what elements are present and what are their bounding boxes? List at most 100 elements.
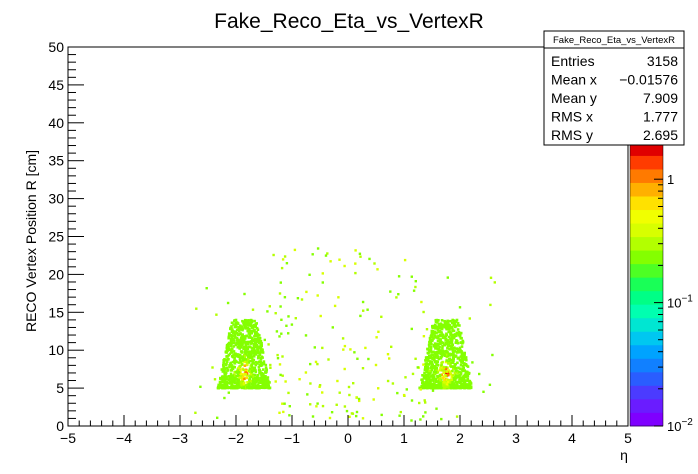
heatmap-cell bbox=[437, 319, 440, 322]
heatmap-cell bbox=[247, 369, 250, 373]
heatmap-cell bbox=[236, 333, 240, 336]
heatmap-cell bbox=[359, 255, 362, 258]
heatmap-cell bbox=[228, 333, 231, 336]
heatmap-cell bbox=[444, 334, 448, 338]
heatmap-cell bbox=[221, 383, 225, 387]
heatmap-cell bbox=[251, 360, 255, 364]
heatmap-cell bbox=[429, 378, 433, 382]
heatmap-cell bbox=[453, 350, 457, 353]
heatmap-cell bbox=[410, 327, 413, 331]
x-axis-label: η bbox=[620, 447, 628, 463]
heatmap-cell bbox=[436, 375, 439, 378]
heatmap-cell bbox=[448, 383, 452, 386]
heatmap-cell bbox=[222, 367, 225, 371]
heatmap-cell bbox=[233, 365, 236, 369]
heatmap-cell bbox=[442, 370, 446, 374]
heatmap-cell bbox=[220, 386, 223, 389]
heatmap-cell bbox=[452, 349, 455, 352]
stats-row-label: RMS x bbox=[551, 109, 593, 125]
heatmap-cell bbox=[309, 362, 312, 366]
heatmap-cell bbox=[232, 350, 236, 353]
color-scale-segment bbox=[630, 398, 663, 413]
heatmap-cell bbox=[425, 378, 428, 381]
heatmap-cell bbox=[228, 365, 231, 369]
heatmap-cell bbox=[440, 319, 444, 322]
heatmap-cell bbox=[319, 314, 322, 318]
heatmap-cell bbox=[280, 318, 283, 321]
heatmap-cell bbox=[434, 343, 438, 346]
heatmap-cell bbox=[233, 379, 236, 382]
heatmap-cell bbox=[431, 366, 434, 370]
heatmap-cell bbox=[247, 350, 250, 353]
heatmap-cell bbox=[436, 336, 440, 340]
heatmap-cell bbox=[468, 317, 471, 320]
heatmap-cell bbox=[423, 383, 426, 387]
heatmap-cell bbox=[294, 317, 297, 320]
heatmap-cell bbox=[238, 373, 241, 377]
heatmap-cell bbox=[343, 367, 346, 371]
heatmap-cell bbox=[261, 382, 265, 385]
heatmap-cell bbox=[248, 370, 252, 374]
heatmap-cell bbox=[454, 369, 458, 372]
heatmap-cell bbox=[244, 348, 247, 351]
heatmap-cell bbox=[223, 377, 226, 381]
heatmap-cell bbox=[468, 382, 471, 385]
heatmap-cell bbox=[443, 353, 446, 357]
heatmap-cell bbox=[229, 344, 233, 348]
heatmap-cell bbox=[258, 370, 261, 373]
heatmap-cell bbox=[256, 336, 260, 340]
color-scale-segment bbox=[630, 290, 663, 305]
heatmap-cell bbox=[251, 378, 255, 381]
heatmap-cell bbox=[455, 318, 459, 322]
heatmap-cell bbox=[258, 371, 261, 375]
heatmap-cell bbox=[300, 298, 304, 301]
heatmap-cell bbox=[443, 335, 446, 339]
heatmap-cell bbox=[374, 363, 378, 367]
color-scale-label: 10−1 bbox=[667, 294, 693, 311]
heatmap-cell bbox=[225, 377, 228, 381]
heatmap-cell bbox=[436, 328, 440, 332]
heatmap-cell bbox=[233, 357, 236, 360]
heatmap-cell bbox=[239, 375, 243, 378]
heatmap-cell bbox=[228, 352, 232, 356]
heatmap-cell bbox=[309, 382, 312, 385]
heatmap-cell bbox=[424, 384, 428, 388]
heatmap-cell bbox=[450, 375, 454, 379]
color-scale-segment bbox=[630, 169, 663, 183]
heatmap-cell bbox=[459, 348, 462, 352]
heatmap-cell bbox=[355, 414, 358, 418]
heatmap-cell bbox=[451, 369, 454, 373]
heatmap-cell bbox=[242, 347, 245, 351]
heatmap-cell bbox=[237, 386, 241, 389]
heatmap-cell bbox=[327, 358, 330, 361]
heatmap-cell bbox=[225, 355, 228, 358]
heatmap-cell bbox=[276, 353, 279, 357]
heatmap-cell bbox=[239, 364, 242, 368]
heatmap-cell bbox=[233, 335, 237, 338]
heatmap-cell bbox=[316, 247, 320, 250]
heatmap-cell bbox=[456, 382, 459, 385]
heatmap-cell bbox=[229, 338, 233, 341]
heatmap-cell bbox=[450, 339, 454, 342]
stats-row-value: 7.909 bbox=[643, 90, 678, 106]
heatmap-cell bbox=[244, 322, 247, 326]
heatmap-cell bbox=[430, 361, 433, 364]
heatmap-cell bbox=[446, 344, 450, 348]
heatmap-cell bbox=[448, 348, 451, 351]
heatmap-cell bbox=[458, 358, 462, 362]
heatmap-cell bbox=[364, 346, 367, 350]
color-scale-label-base: 10 bbox=[667, 419, 681, 434]
heatmap-cell bbox=[467, 386, 470, 390]
heatmap-cell bbox=[446, 347, 449, 350]
heatmap-cell bbox=[246, 358, 250, 361]
heatmap-cell bbox=[227, 347, 231, 351]
heatmap-cell bbox=[234, 381, 237, 385]
heatmap-cell bbox=[263, 378, 266, 381]
heatmap-cell bbox=[425, 368, 429, 371]
heatmap-cell bbox=[237, 327, 241, 331]
heatmap-cell bbox=[259, 360, 262, 363]
heatmap-cell bbox=[331, 326, 334, 329]
heatmap-cell bbox=[354, 271, 357, 275]
heatmap-cell bbox=[454, 380, 457, 384]
heatmap-cell bbox=[429, 366, 433, 369]
